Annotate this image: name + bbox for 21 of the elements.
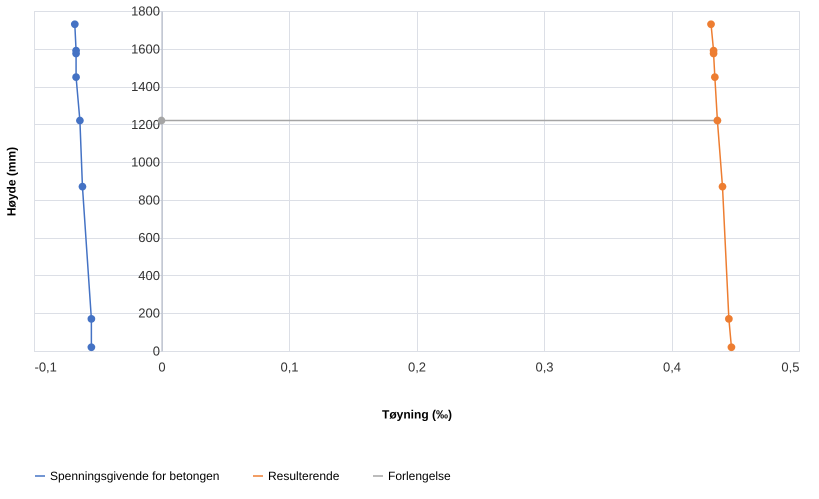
legend-label: Resulterende <box>268 469 340 483</box>
y-tick-label: 1600 <box>131 41 160 56</box>
legend-label: Forlengelse <box>388 469 452 483</box>
y-tick-label: 1400 <box>131 79 160 94</box>
y-tick-label: 600 <box>138 230 160 246</box>
y-tick-label: 400 <box>138 268 160 283</box>
x-tick-label: 0,3 <box>535 360 554 374</box>
x-tick-label: 0,1 <box>280 360 299 374</box>
y-tick-label: 200 <box>138 306 160 321</box>
y-tick-label: 800 <box>138 192 160 208</box>
x-tick-label: 0,5 <box>781 360 800 374</box>
x-tick-label: 0,2 <box>408 360 426 374</box>
y-axis-title: Høyde (mm) <box>4 146 18 216</box>
y-tick-label: 1800 <box>131 4 160 18</box>
x-tick-label: -0,1 <box>34 360 57 374</box>
x-tick-label: 0,4 <box>662 360 682 374</box>
y-tick-label: 0 <box>152 344 160 358</box>
x-axis-title: Tøyning (‰) <box>382 408 452 422</box>
y-tick-label: 1000 <box>131 154 160 170</box>
y-tick-label: 1200 <box>131 116 160 132</box>
legend-label: Spenningsgivende for betongen <box>50 469 220 483</box>
